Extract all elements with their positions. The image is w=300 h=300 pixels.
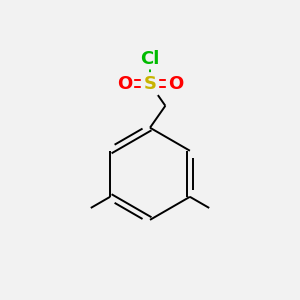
Text: O: O (168, 75, 183, 93)
Text: Cl: Cl (140, 50, 160, 68)
Text: S: S (143, 75, 157, 93)
Text: O: O (117, 75, 132, 93)
